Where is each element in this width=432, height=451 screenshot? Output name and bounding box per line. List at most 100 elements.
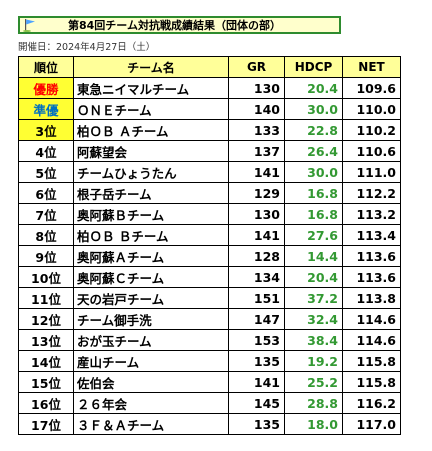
gr-cell: 134: [228, 266, 285, 288]
rank-cell: 11位: [18, 287, 74, 309]
gr-cell: 129: [228, 182, 285, 204]
net-cell: 110.6: [342, 140, 401, 162]
table-header-row: 順位 チーム名 GR HDCP NET: [18, 56, 401, 78]
team-cell: 産山チーム: [73, 350, 229, 372]
net-cell: 116.2: [342, 392, 401, 414]
team-cell: 奥阿蘇Ａチーム: [73, 245, 229, 267]
gr-cell: 141: [228, 224, 285, 246]
gr-cell: 128: [228, 245, 285, 267]
flag-icon: [22, 18, 44, 32]
rank-cell: 9位: [18, 245, 74, 267]
header-hdcp: HDCP: [284, 56, 343, 78]
table-row: 3位 柏ＯＢ Ａチーム 133 22.8 110.2: [18, 119, 401, 141]
team-cell: ３Ｆ＆Ａチーム: [73, 413, 229, 435]
hdcp-cell: 26.4: [284, 140, 343, 162]
table-row: 5位 チームひょうたん 141 30.0 111.0: [18, 161, 401, 183]
gr-cell: 133: [228, 119, 285, 141]
rank-cell: 12位: [18, 308, 74, 330]
table-row: 8位 柏ＯＢ Ｂチーム 141 27.6 113.4: [18, 224, 401, 246]
gr-cell: 153: [228, 329, 285, 351]
table-row: 4位 阿蘇望会 137 26.4 110.6: [18, 140, 401, 162]
team-cell: ２６年会: [73, 392, 229, 414]
title-banner: 第84回チーム対抗戦成績結果（団体の部）: [18, 16, 341, 34]
table-row: 17位 ３Ｆ＆Ａチーム 135 18.0 117.0: [18, 413, 401, 435]
hdcp-cell: 30.0: [284, 161, 343, 183]
hdcp-cell: 22.8: [284, 119, 343, 141]
team-cell: 佐伯会: [73, 371, 229, 393]
gr-cell: 130: [228, 203, 285, 225]
net-cell: 113.6: [342, 266, 401, 288]
table-row: 12位 チーム御手洗 147 32.4 114.6: [18, 308, 401, 330]
table-row: 優勝 東急ニイマルチーム 130 20.4 109.6: [18, 77, 401, 99]
net-cell: 113.4: [342, 224, 401, 246]
event-date: 開催日：2024年4月27日（土）: [18, 42, 156, 53]
team-cell: 柏ＯＢ Ａチーム: [73, 119, 229, 141]
rank-cell: 8位: [18, 224, 74, 246]
rank-cell: 優勝: [18, 77, 74, 99]
gr-cell: 141: [228, 161, 285, 183]
team-cell: おが玉チーム: [73, 329, 229, 351]
hdcp-cell: 32.4: [284, 308, 343, 330]
hdcp-cell: 38.4: [284, 329, 343, 351]
rank-cell: 準優: [18, 98, 74, 120]
rank-cell: 6位: [18, 182, 74, 204]
team-cell: 天の岩戸チーム: [73, 287, 229, 309]
table-row: 14位 産山チーム 135 19.2 115.8: [18, 350, 401, 372]
hdcp-cell: 16.8: [284, 203, 343, 225]
rank-cell: 13位: [18, 329, 74, 351]
rank-cell: 15位: [18, 371, 74, 393]
rank-cell: 16位: [18, 392, 74, 414]
page-title: 第84回チーム対抗戦成績結果（団体の部）: [68, 19, 281, 32]
table-row: 16位 ２６年会 145 28.8 116.2: [18, 392, 401, 414]
net-cell: 113.2: [342, 203, 401, 225]
net-cell: 114.6: [342, 329, 401, 351]
hdcp-cell: 19.2: [284, 350, 343, 372]
header-net: NET: [342, 56, 401, 78]
hdcp-cell: 27.6: [284, 224, 343, 246]
net-cell: 113.8: [342, 287, 401, 309]
net-cell: 112.2: [342, 182, 401, 204]
net-cell: 115.8: [342, 371, 401, 393]
hdcp-cell: 14.4: [284, 245, 343, 267]
gr-cell: 130: [228, 77, 285, 99]
net-cell: 114.6: [342, 308, 401, 330]
rank-cell: 10位: [18, 266, 74, 288]
hdcp-cell: 37.2: [284, 287, 343, 309]
rank-cell: 4位: [18, 140, 74, 162]
net-cell: 117.0: [342, 413, 401, 435]
rank-cell: 7位: [18, 203, 74, 225]
rank-cell: 17位: [18, 413, 74, 435]
net-cell: 109.6: [342, 77, 401, 99]
results-table: 順位 チーム名 GR HDCP NET 優勝 東急ニイマルチーム 130 20.4 10…: [18, 56, 401, 435]
hdcp-cell: 25.2: [284, 371, 343, 393]
table-row: 準優 ＯＮＥチーム 140 30.0 110.0: [18, 98, 401, 120]
hdcp-cell: 28.8: [284, 392, 343, 414]
team-cell: 根子岳チーム: [73, 182, 229, 204]
hdcp-cell: 20.4: [284, 266, 343, 288]
rank-cell: 3位: [18, 119, 74, 141]
table-row: 15位 佐伯会 141 25.2 115.8: [18, 371, 401, 393]
gr-cell: 135: [228, 350, 285, 372]
net-cell: 110.2: [342, 119, 401, 141]
header-gr: GR: [228, 56, 285, 78]
team-cell: 奥阿蘇Ｂチーム: [73, 203, 229, 225]
team-cell: チームひょうたん: [73, 161, 229, 183]
gr-cell: 137: [228, 140, 285, 162]
gr-cell: 140: [228, 98, 285, 120]
hdcp-cell: 16.8: [284, 182, 343, 204]
team-cell: 柏ＯＢ Ｂチーム: [73, 224, 229, 246]
rank-cell: 5位: [18, 161, 74, 183]
net-cell: 115.8: [342, 350, 401, 372]
net-cell: 110.0: [342, 98, 401, 120]
table-row: 10位 奥阿蘇Ｃチーム 134 20.4 113.6: [18, 266, 401, 288]
header-rank: 順位: [18, 56, 74, 78]
gr-cell: 151: [228, 287, 285, 309]
gr-cell: 141: [228, 371, 285, 393]
hdcp-cell: 30.0: [284, 98, 343, 120]
table-row: 11位 天の岩戸チーム 151 37.2 113.8: [18, 287, 401, 309]
hdcp-cell: 20.4: [284, 77, 343, 99]
team-cell: 奥阿蘇Ｃチーム: [73, 266, 229, 288]
net-cell: 113.6: [342, 245, 401, 267]
header-team: チーム名: [73, 56, 229, 78]
hdcp-cell: 18.0: [284, 413, 343, 435]
